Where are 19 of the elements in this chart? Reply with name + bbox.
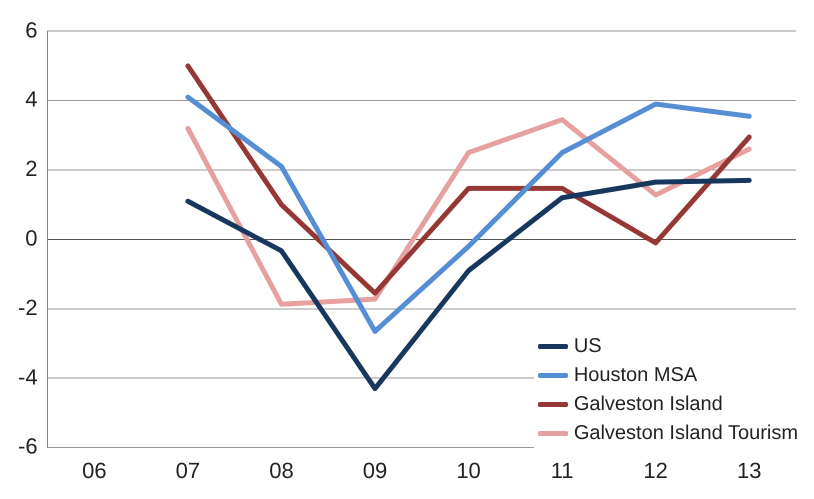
y-tick-label: 6 [25,17,38,42]
y-tick-label: -4 [18,364,38,390]
x-tick-label: 10 [456,458,481,483]
y-tick-label: 0 [25,225,38,250]
x-tick-label: 07 [176,458,200,483]
x-tick-label: 09 [362,458,388,483]
y-tick-label: -6 [18,434,38,459]
y-tick-label: -2 [18,294,38,320]
x-tick-label: 11 [550,458,574,483]
x-tick-label: 08 [269,458,294,483]
legend-label: Galveston Island [574,393,723,416]
y-tick-label: 4 [25,86,38,112]
x-tick-label: 13 [736,458,762,483]
legend-label: Galveston Island Tourism [574,422,798,445]
y-tick-label: 2 [25,156,38,182]
x-tick-label: 12 [643,458,668,483]
x-tick-label: 06 [82,458,107,483]
legend-label: US [574,335,602,358]
legend-label: Houston MSA [574,364,698,387]
